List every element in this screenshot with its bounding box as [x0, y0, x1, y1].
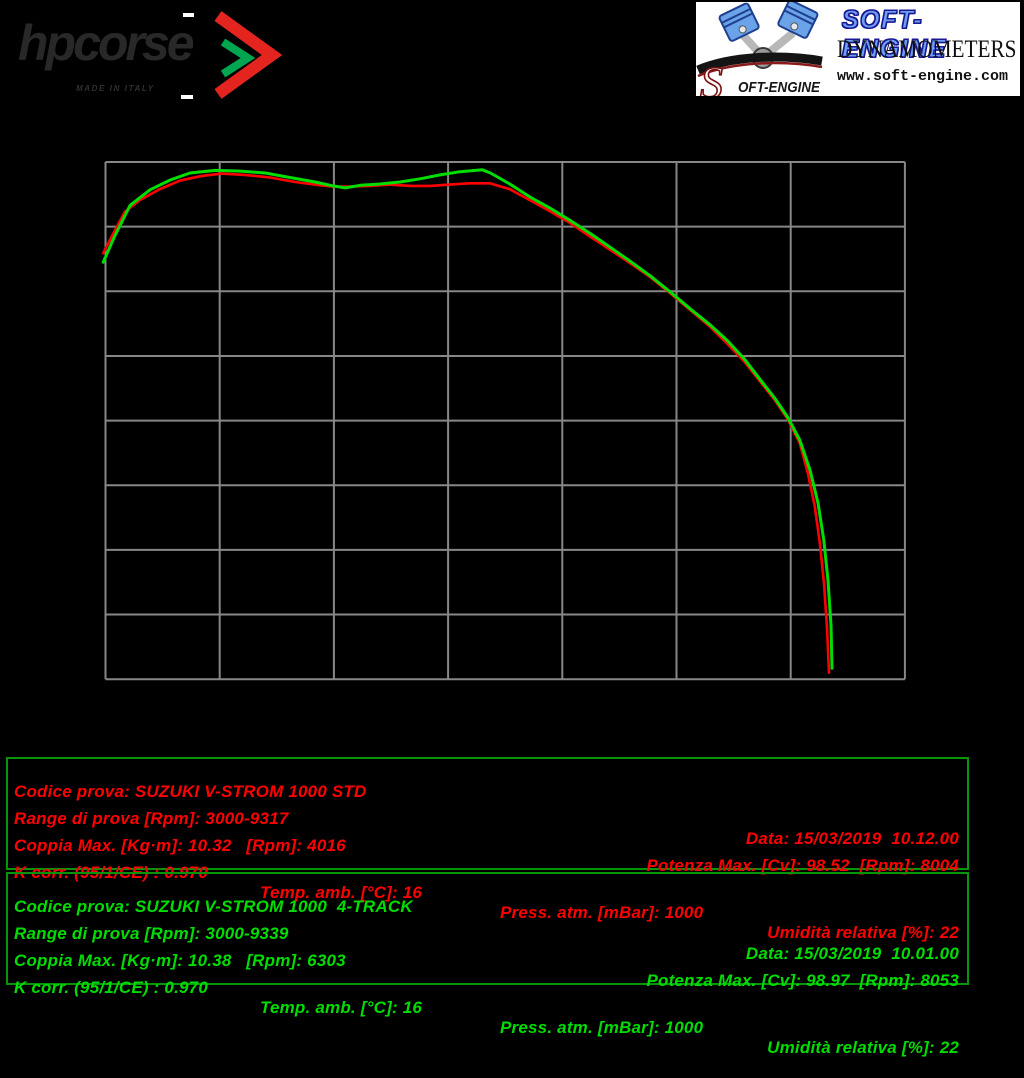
- press-atm: Press. atm. [mBar]: 1000: [500, 1018, 704, 1037]
- coppia-max: Coppia Max. [Kg·m]: 10.32 [Rpm]: 4016: [14, 836, 346, 855]
- info-row: K corr. (95/1/CE) : 0.970 Temp. amb. [°C…: [14, 843, 959, 942]
- logo-mark: [183, 13, 194, 17]
- hpcorse-tagline: MADE IN ITALY: [76, 84, 155, 93]
- green-chevron-icon: [220, 38, 256, 78]
- info-row: Codice prova: SUZUKI V-STROM 1000 STD: [14, 762, 959, 801]
- chart-curves: [101, 168, 834, 675]
- softengine-script-rest: OFT-ENGINE: [738, 79, 821, 96]
- coppia-max: Coppia Max. [Kg·m]: 10.38 [Rpm]: 6303: [14, 951, 346, 970]
- umidita-relativa: Umidità relativa [%]: 22: [767, 923, 959, 942]
- info-row: Range di prova [Rpm]: 3000-9339 Data: 15…: [14, 904, 959, 963]
- info-row: Coppia Max. [Kg·m]: 10.38 [Rpm]: 6303 Po…: [14, 931, 959, 990]
- test-info-box-std: Codice prova: SUZUKI V-STROM 1000 STD Ra…: [6, 757, 969, 942]
- hpcorse-logo: hpcorse MADE IN ITALY: [10, 6, 300, 106]
- dyno-chart: [101, 161, 906, 681]
- potenza-max: Potenza Max. [Cv]: 98.52 [Rpm]: 8004: [646, 856, 959, 875]
- range-di-prova: Range di prova [Rpm]: 3000-9339: [14, 924, 289, 943]
- dyno-report-page: { "colors": { "background": "#000000", "…: [6, 2, 1020, 1057]
- temp-amb: Temp. amb. [°C]: 16: [260, 998, 423, 1017]
- test-info-box-4track: Codice prova: SUZUKI V-STROM 1000 4-TRAC…: [6, 872, 969, 1057]
- info-row: K corr. (95/1/CE) : 0.970 Temp. amb. [°C…: [14, 958, 959, 1057]
- torque-curve-std: [101, 172, 831, 675]
- info-row: Coppia Max. [Kg·m]: 10.32 [Rpm]: 4016 Po…: [14, 816, 959, 875]
- piston-icon: [777, 2, 819, 39]
- softengine-url: www.soft-engine.com: [837, 68, 1009, 85]
- softengine-subtitle: DYNAMOMETERS: [837, 36, 1017, 63]
- info-row: Codice prova: SUZUKI V-STROM 1000 4-TRAC…: [14, 877, 959, 916]
- hpcorse-chevron-icon: [214, 11, 283, 99]
- press-atm: Press. atm. [mBar]: 1000: [500, 903, 704, 922]
- torque-curve-4track: [101, 168, 834, 670]
- umidita-relativa: Umidità relativa [%]: 22: [767, 1038, 959, 1057]
- k-corr: K corr. (95/1/CE) : 0.970: [14, 978, 208, 997]
- temp-amb: Temp. amb. [°C]: 16: [260, 883, 423, 902]
- piston-icon: [718, 2, 760, 42]
- potenza-max: Potenza Max. [Cv]: 98.97 [Rpm]: 8053: [646, 971, 959, 990]
- swoosh-stroke: [696, 52, 823, 75]
- softengine-script-s: S: [700, 57, 723, 96]
- hpcorse-wordmark: hpcorse: [18, 15, 195, 71]
- softengine-brand: SOFT-ENGINE: [842, 6, 947, 64]
- codice-prova: Codice prova: SUZUKI V-STROM 1000 STD: [14, 782, 367, 801]
- range-di-prova: Range di prova [Rpm]: 3000-9317: [14, 809, 289, 828]
- data-ora: Data: 15/03/2019 10.12.00: [745, 829, 959, 848]
- data-ora: Data: 15/03/2019 10.01.00: [745, 944, 959, 963]
- codice-prova: Codice prova: SUZUKI V-STROM 1000 4-TRAC…: [14, 897, 413, 916]
- logo-mark: [181, 95, 193, 99]
- swoosh-shadow: [697, 61, 823, 78]
- softengine-pistons-graphic: S OFT-ENGINE: [696, 2, 823, 96]
- red-chevron-icon: [214, 11, 283, 99]
- info-row: Range di prova [Rpm]: 3000-9317 Data: 15…: [14, 789, 959, 848]
- chart-grid: [104, 161, 906, 681]
- softengine-logo: S OFT-ENGINE SOFT-ENGINE DYNAMOMETERS ww…: [696, 2, 1020, 96]
